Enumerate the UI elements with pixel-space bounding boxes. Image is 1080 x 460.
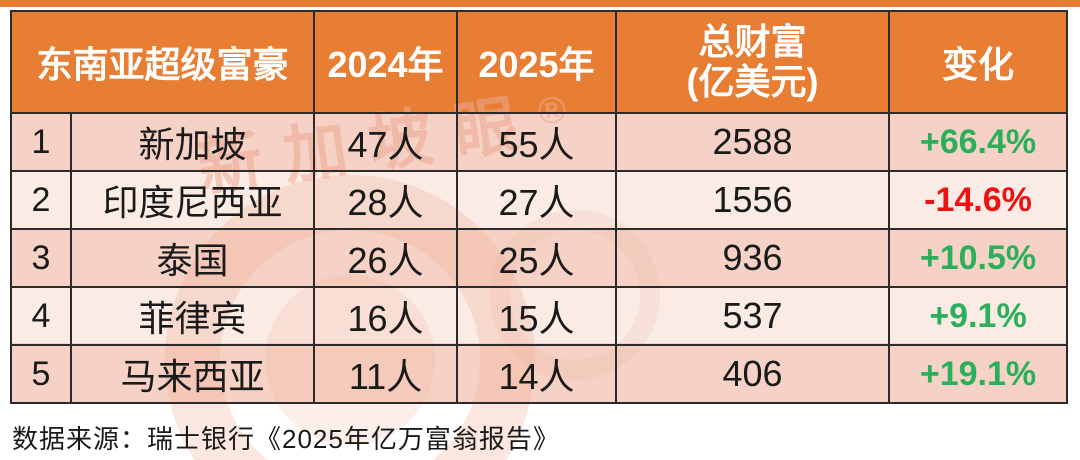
header-row: 东南亚超级富豪 2024年 2025年 总财富 (亿美元) 变化 — [9, 10, 1069, 114]
country-cell: 马来西亚 — [69, 344, 316, 404]
change-cell: +9.1% — [888, 286, 1069, 346]
wealth-header-line1: 总财富 — [698, 20, 807, 62]
table-row: 4 菲律宾 16人 15人 537 +9.1% — [10, 286, 1069, 346]
rank-cell: 2 — [10, 170, 72, 230]
column-header-2024: 2024年 — [313, 10, 459, 114]
table-row: 3 泰国 26人 25人 936 +10.5% — [10, 228, 1069, 288]
column-header-wealth: 总财富 (亿美元) — [615, 10, 891, 114]
wealth-cell: 1556 — [615, 170, 891, 230]
data-source-note: 数据来源：瑞士银行《2025年亿万富翁报告》 — [12, 424, 560, 454]
count-2025-cell: 55人 — [456, 112, 618, 172]
count-2025-cell: 27人 — [456, 170, 618, 230]
count-2024-cell: 16人 — [313, 286, 459, 346]
rank-cell: 1 — [10, 112, 72, 172]
count-2024-cell: 28人 — [313, 170, 459, 230]
country-cell: 新加坡 — [69, 112, 316, 172]
count-2025-cell: 25人 — [456, 228, 618, 288]
country-cell: 菲律宾 — [69, 286, 316, 346]
column-header-change: 变化 — [888, 10, 1069, 114]
table-row: 2 印度尼西亚 28人 27人 1556 -14.6% — [10, 170, 1069, 230]
rank-cell: 3 — [10, 228, 72, 288]
table-row: 1 新加坡 47人 55人 2588 +66.4% — [10, 112, 1069, 172]
count-2025-cell: 15人 — [456, 286, 618, 346]
rich-list-table: 东南亚超级富豪 2024年 2025年 总财富 (亿美元) 变化 1 新加坡 4… — [9, 10, 1069, 404]
count-2024-cell: 47人 — [313, 112, 459, 172]
wealth-cell: 2588 — [615, 112, 891, 172]
change-cell: +66.4% — [888, 112, 1069, 172]
wealth-cell: 936 — [615, 228, 891, 288]
change-cell: -14.6% — [888, 170, 1069, 230]
column-header-2025: 2025年 — [456, 10, 618, 114]
wealth-cell: 537 — [615, 286, 891, 346]
wealth-cell: 406 — [615, 344, 891, 404]
count-2024-cell: 11人 — [313, 344, 459, 404]
top-accent-strip — [0, 0, 1080, 7]
change-cell: +19.1% — [888, 344, 1069, 404]
rank-cell: 4 — [10, 286, 72, 346]
change-cell: +10.5% — [888, 228, 1069, 288]
column-header-title: 东南亚超级富豪 — [9, 10, 316, 114]
wealth-header-line2: (亿美元) — [686, 61, 819, 102]
count-2025-cell: 14人 — [456, 344, 618, 404]
table-row: 5 马来西亚 11人 14人 406 +19.1% — [10, 344, 1069, 404]
country-cell: 印度尼西亚 — [69, 170, 316, 230]
rank-cell: 5 — [10, 344, 72, 404]
count-2024-cell: 26人 — [313, 228, 459, 288]
country-cell: 泰国 — [69, 228, 316, 288]
